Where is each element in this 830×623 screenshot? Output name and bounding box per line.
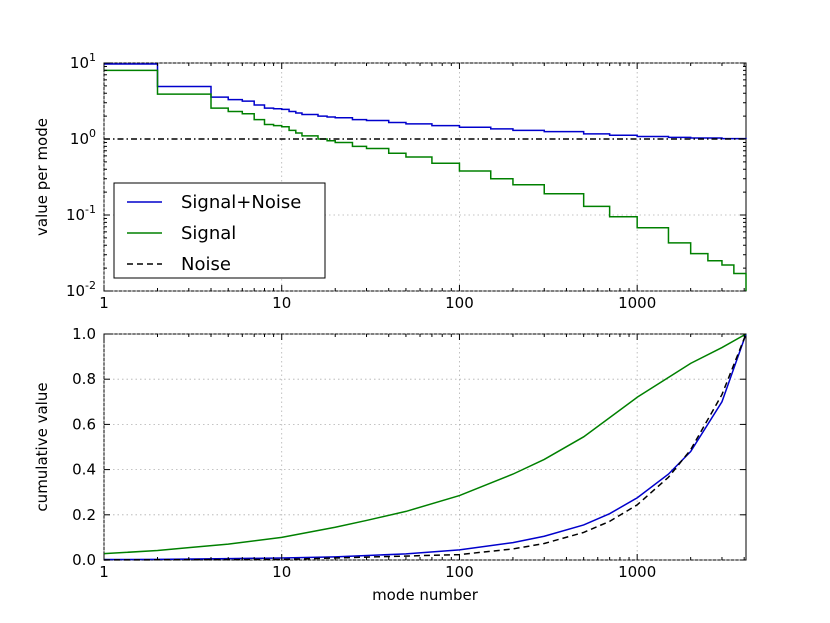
- bottom-y-tick-label: 0.2: [72, 506, 96, 524]
- bottom-series-signal-noise: [103, 333, 747, 561]
- top-panel-series: [104, 63, 747, 291]
- top-series-signal-noise: [104, 63, 747, 140]
- bottom-y-tick-label: 0.6: [72, 415, 96, 433]
- top-x-tick-label: 1000: [618, 294, 656, 312]
- bottom-y-tick-label: 0.0: [72, 551, 96, 569]
- bottom-x-tick-label: 1000: [618, 563, 656, 581]
- top-x-tick-label: 10: [272, 294, 291, 312]
- bottom-x-tick-label: 100: [445, 563, 474, 581]
- bottom-y-tick-label: 0.4: [72, 461, 96, 479]
- top-y-tick-label: 10-2: [66, 279, 96, 300]
- top-y-axis-label: value per mode: [33, 118, 51, 236]
- top-y-tick-label: 10-1: [66, 203, 96, 224]
- bottom-y-axis-label: cumulative value: [33, 382, 51, 511]
- legend: Signal+Noise Signal Noise: [113, 182, 326, 279]
- bottom-x-axis-label: mode number: [372, 586, 479, 604]
- bottom-panel-series: [103, 333, 747, 561]
- bottom-x-tick-label: 1: [99, 563, 109, 581]
- bottom-series-signal: [103, 333, 747, 555]
- bottom-y-tick-label: 0.8: [72, 370, 96, 388]
- top-series-signal: [104, 69, 747, 291]
- legend-box: [113, 182, 326, 279]
- bottom-panel-ticks: 1 10 100 1000 0.0 0.2 0.4 0.6 0.8 1.0: [72, 325, 746, 581]
- bottom-panel-cumulative-value: 1 10 100 1000 0.0 0.2 0.4 0.6 0.8 1.0 cumulative …: [33, 325, 747, 604]
- bottom-y-tick-label: 1.0: [72, 325, 96, 343]
- bottom-panel-grid: [103, 333, 746, 561]
- legend-label-signal-noise: Signal+Noise: [181, 192, 301, 213]
- bottom-panel-frame: [103, 333, 747, 561]
- top-y-tick-label: 100: [70, 127, 96, 148]
- legend-label-signal: Signal: [181, 223, 236, 244]
- top-y-tick-label: 101: [70, 51, 96, 72]
- top-x-tick-label: 1: [99, 294, 109, 312]
- bottom-x-tick-label: 10: [272, 563, 291, 581]
- bottom-series-noise: [103, 333, 747, 561]
- top-x-tick-label: 100: [445, 294, 474, 312]
- legend-label-noise: Noise: [181, 254, 231, 275]
